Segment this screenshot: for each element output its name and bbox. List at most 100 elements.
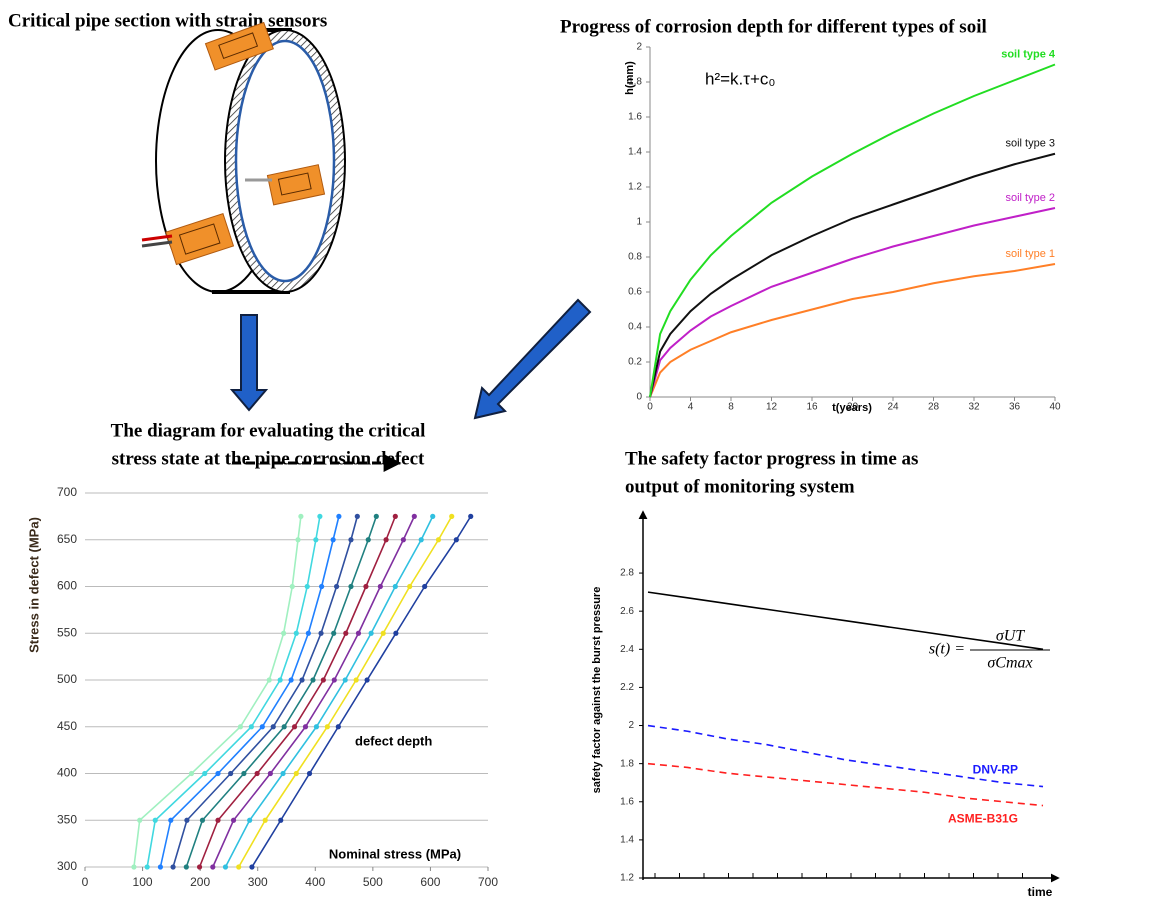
data-point xyxy=(288,677,294,683)
series-label: soil type 3 xyxy=(1005,138,1055,150)
y-tick-label: 1.6 xyxy=(628,112,642,123)
x-tick-label: 40 xyxy=(1049,402,1061,413)
chart-title: Progress of corrosion depth for differen… xyxy=(560,16,987,37)
data-point xyxy=(237,724,244,730)
data-point xyxy=(281,724,287,730)
data-point xyxy=(342,677,348,683)
y-tick-label: 450 xyxy=(57,719,77,733)
x-tick-label: 0 xyxy=(647,402,653,413)
y-tick-label: 1.8 xyxy=(628,77,642,88)
data-point xyxy=(468,513,474,519)
x-axis-label: t(years) xyxy=(832,402,872,414)
data-point xyxy=(215,770,221,777)
y-tick-label: 1.2 xyxy=(628,182,642,193)
data-point xyxy=(407,583,413,590)
data-point xyxy=(354,513,360,519)
data-point xyxy=(318,630,324,636)
x-tick-label: 20 xyxy=(847,402,859,413)
data-point xyxy=(202,770,208,777)
data-point xyxy=(247,817,253,823)
data-point xyxy=(222,864,229,870)
y-tick-label: 2.8 xyxy=(620,568,634,579)
y-tick-label: 1.4 xyxy=(628,147,642,158)
y-axis-label: h(mm) xyxy=(624,61,636,95)
data-point xyxy=(422,583,428,590)
data-point xyxy=(348,537,354,543)
data-point xyxy=(215,817,221,823)
y-tick-label: 1.6 xyxy=(620,796,634,807)
data-point xyxy=(348,583,354,590)
data-point xyxy=(236,864,242,870)
x-tick-label: 100 xyxy=(133,875,153,889)
data-point xyxy=(453,537,459,543)
series-line xyxy=(133,516,302,868)
y-tick-label: 650 xyxy=(57,532,77,546)
data-point xyxy=(411,513,417,519)
data-point xyxy=(183,864,189,870)
chart-title: output of monitoring system xyxy=(625,476,855,497)
data-point xyxy=(383,537,389,543)
data-point xyxy=(365,537,371,543)
series-label: DNV-RP xyxy=(973,763,1018,777)
data-point xyxy=(254,770,260,777)
y-tick-label: 2.2 xyxy=(620,682,634,693)
data-point xyxy=(324,724,330,730)
data-point xyxy=(228,770,234,777)
data-point xyxy=(368,630,374,636)
data-point xyxy=(137,817,143,823)
data-point xyxy=(131,864,137,870)
data-point xyxy=(430,513,436,519)
formula-denominator: σCmax xyxy=(987,655,1032,672)
data-point xyxy=(363,583,369,590)
x-tick-label: 8 xyxy=(728,402,734,413)
series-line xyxy=(224,516,434,868)
y-tick-label: 0.8 xyxy=(628,252,642,263)
data-point xyxy=(277,677,283,683)
x-tick-label: 400 xyxy=(305,875,325,889)
data-point xyxy=(293,770,299,777)
series-line xyxy=(649,63,1056,398)
y-tick-label: 2.6 xyxy=(620,606,634,617)
y-axis-label: Stress in defect (MPa) xyxy=(26,517,41,653)
data-point xyxy=(304,583,310,590)
annotation: h²=k.τ+c₀ xyxy=(705,69,775,88)
data-point xyxy=(280,770,286,777)
data-point xyxy=(373,513,379,519)
y-tick-label: 500 xyxy=(57,672,77,686)
data-point xyxy=(170,864,176,870)
series-line xyxy=(172,516,359,868)
x-tick-label: 700 xyxy=(478,875,498,889)
data-point xyxy=(320,677,326,683)
y-tick-label: 1.2 xyxy=(620,873,634,884)
x-tick-label: 16 xyxy=(806,402,818,413)
y-tick-label: 0.6 xyxy=(628,287,642,298)
data-point xyxy=(230,817,237,823)
y-tick-label: 0 xyxy=(636,392,642,403)
data-point xyxy=(449,513,455,519)
data-point xyxy=(392,583,398,590)
data-point xyxy=(298,513,304,519)
data-point xyxy=(278,817,284,823)
data-point xyxy=(295,537,301,543)
y-tick-label: 700 xyxy=(57,485,77,499)
y-tick-label: 350 xyxy=(57,812,77,826)
data-point xyxy=(317,513,323,519)
data-point xyxy=(266,677,272,683)
x-tick-label: 300 xyxy=(248,875,268,889)
data-point xyxy=(400,537,406,543)
series-line xyxy=(649,263,1056,398)
y-axis-label: safety factor against the burst pressure xyxy=(591,587,603,794)
y-tick-label: 550 xyxy=(57,625,77,639)
y-tick-label: 400 xyxy=(57,766,77,780)
series-line xyxy=(212,516,416,868)
data-point xyxy=(331,677,337,683)
data-point xyxy=(418,537,424,543)
data-point xyxy=(291,724,298,730)
series-line xyxy=(238,515,453,868)
data-point xyxy=(248,724,254,730)
data-point xyxy=(241,770,247,777)
data-point xyxy=(259,724,265,730)
data-point xyxy=(196,864,203,870)
chart-title: The diagram for evaluating the critical xyxy=(111,420,426,441)
data-point xyxy=(330,537,336,543)
